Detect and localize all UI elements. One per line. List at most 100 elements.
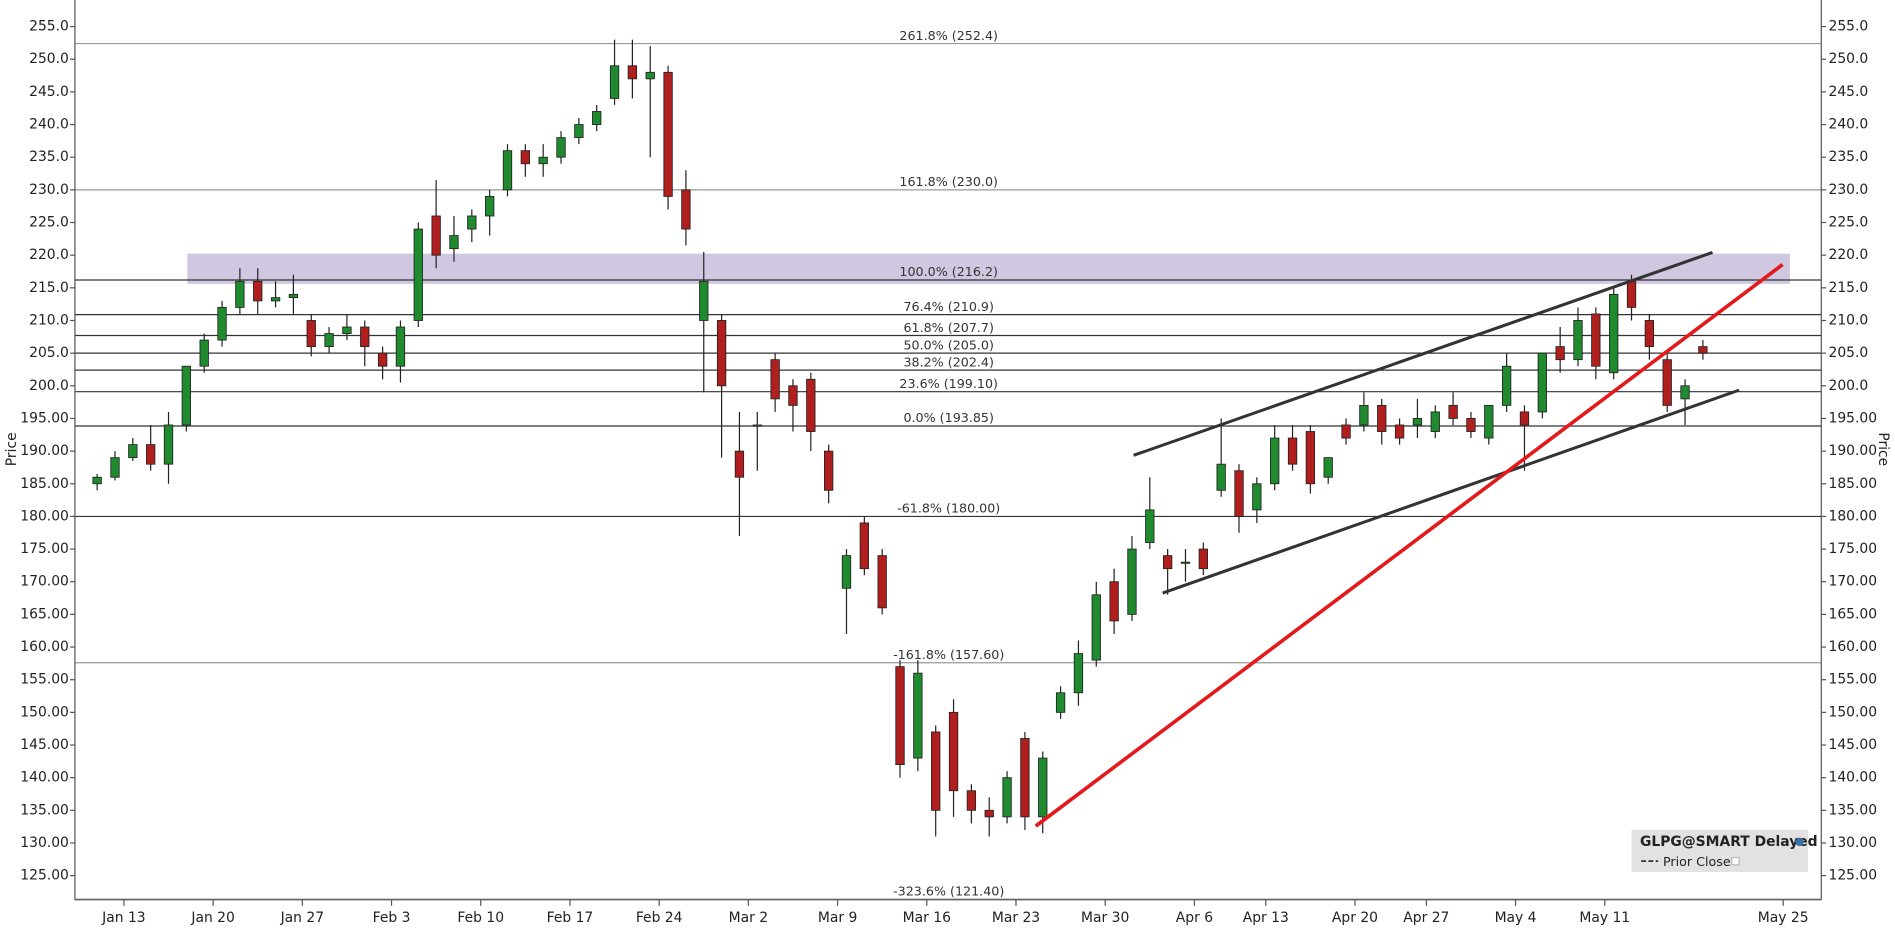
candle-body (467, 215, 477, 230)
y-tick-label-right: 200.0 (1829, 378, 1869, 394)
candle-body (877, 555, 887, 609)
candle-body (788, 385, 798, 406)
y-tick-label-right: 235.0 (1829, 149, 1869, 165)
trendline (1133, 251, 1714, 457)
x-tick-label: Mar 30 (1081, 910, 1129, 926)
y-tick-label-right: 205.0 (1829, 345, 1869, 361)
candle-body (966, 790, 977, 811)
y-tick-label: 180.00 (20, 508, 69, 524)
candle-body (609, 65, 620, 99)
candle-body (1466, 418, 1476, 432)
candle-body (1180, 561, 1191, 564)
candle-body (1555, 346, 1565, 361)
y-tick-label-right: 130.00 (1829, 835, 1878, 851)
x-tick-label: Feb 17 (547, 910, 594, 926)
candle-body (377, 352, 388, 367)
y-tick-label: 195.00 (20, 410, 69, 426)
candle-body (1145, 509, 1155, 543)
y-tick-label-right: 185.00 (1829, 476, 1878, 492)
y-tick-label: 255.0 (29, 19, 69, 35)
y-tick-label: 155.00 (20, 672, 69, 688)
candle-body (253, 280, 263, 302)
candle-body (841, 555, 852, 589)
candle-body (770, 359, 780, 400)
candle-body (1412, 418, 1423, 426)
candle-body (395, 326, 406, 367)
candle-body (146, 444, 156, 465)
candle-body (1341, 424, 1351, 439)
x-tick-label: Apr 13 (1243, 910, 1289, 926)
x-tick-label: Mar 9 (818, 910, 857, 926)
candle-body (1609, 293, 1619, 374)
x-tick-label: Mar 16 (903, 910, 951, 926)
candle-body (199, 339, 209, 367)
y-tick-label-right: 155.00 (1829, 672, 1878, 688)
x-tick-label: May 25 (1758, 910, 1809, 926)
x-tick-label: Mar 23 (992, 910, 1040, 926)
candle-body (1430, 411, 1440, 432)
y-tick-label: 235.0 (29, 149, 69, 165)
candle-body (1519, 411, 1530, 426)
candle-body (1198, 548, 1208, 570)
y-tick-label-right: 145.00 (1829, 737, 1878, 753)
x-tick-label: Apr 20 (1332, 910, 1378, 926)
y-tick-label-right: 195.00 (1829, 410, 1878, 426)
legend-label: Prior Close (1663, 854, 1731, 869)
fib-label: 100.0% (216.2) (899, 264, 998, 279)
y-tick-label-right: 150.00 (1829, 704, 1878, 720)
candle-body (1501, 365, 1512, 406)
y-tick-label: 215.0 (29, 280, 69, 296)
x-tick-label: Apr 6 (1176, 910, 1213, 926)
legend-checkbox[interactable] (1731, 856, 1740, 866)
y-tick-label-right: 240.0 (1829, 117, 1869, 133)
candle-body (1038, 757, 1048, 818)
candle-body (931, 731, 941, 811)
candle-body (1305, 431, 1316, 485)
y-tick-label: 175.00 (20, 541, 69, 557)
y-tick-label: 205.0 (29, 345, 69, 361)
y-tick-label: 140.00 (20, 770, 69, 786)
y-tick-label: 250.0 (29, 51, 69, 67)
y-axis-title: Price (4, 432, 20, 466)
y-tick-label-right: 215.0 (1829, 280, 1869, 296)
y-tick-label: 190.00 (20, 443, 69, 459)
candle-body (520, 150, 530, 165)
fib-label: -161.8% (157.60) (893, 647, 1004, 662)
y-tick-label-right: 245.0 (1829, 84, 1869, 100)
candle-body (752, 424, 762, 427)
y-tick-label: 220.0 (29, 247, 69, 263)
candle-body (1091, 594, 1101, 661)
trendline (1034, 263, 1784, 828)
legend: GLPG@SMART Delayed Prior Close (1631, 829, 1818, 873)
y-tick-label-right: 125.00 (1829, 868, 1878, 884)
y-tick-label: 145.00 (20, 737, 69, 753)
candle-body (1162, 555, 1173, 570)
y-tick-label-right: 180.00 (1829, 508, 1878, 524)
candle-body (1252, 483, 1262, 511)
x-tick-label: Feb 3 (373, 910, 411, 926)
candle-body (1323, 457, 1333, 478)
y-tick-label-right: 160.00 (1829, 639, 1878, 655)
y-tick-label-right: 250.0 (1829, 51, 1869, 67)
candle-body (413, 228, 423, 321)
candle-body (431, 215, 441, 256)
y-tick-label-right: 135.00 (1829, 802, 1878, 818)
legend-title: GLPG@SMART Delayed (1640, 834, 1818, 850)
x-tick-label: Feb 24 (636, 910, 683, 926)
candle-body (1537, 352, 1547, 413)
fib-layer: 261.8% (252.4) 161.8% (230.0) 100.0% (216.… (74, 28, 1822, 900)
y-tick-label: 185.00 (20, 476, 69, 492)
candle-body (128, 444, 138, 459)
candle-body (645, 71, 655, 80)
y-tick-label: 200.0 (29, 378, 69, 394)
y-tick-label-right: 210.0 (1829, 312, 1869, 328)
y-tick-label-right: 190.00 (1829, 443, 1878, 459)
candle-body (502, 150, 513, 191)
y-tick-label: 135.00 (20, 802, 69, 818)
x-tick-label: Feb 10 (457, 910, 504, 926)
candle-body (1680, 385, 1690, 400)
candle-body (1270, 437, 1280, 485)
y-tick-label: 170.00 (20, 574, 69, 590)
candle-body (270, 297, 281, 302)
